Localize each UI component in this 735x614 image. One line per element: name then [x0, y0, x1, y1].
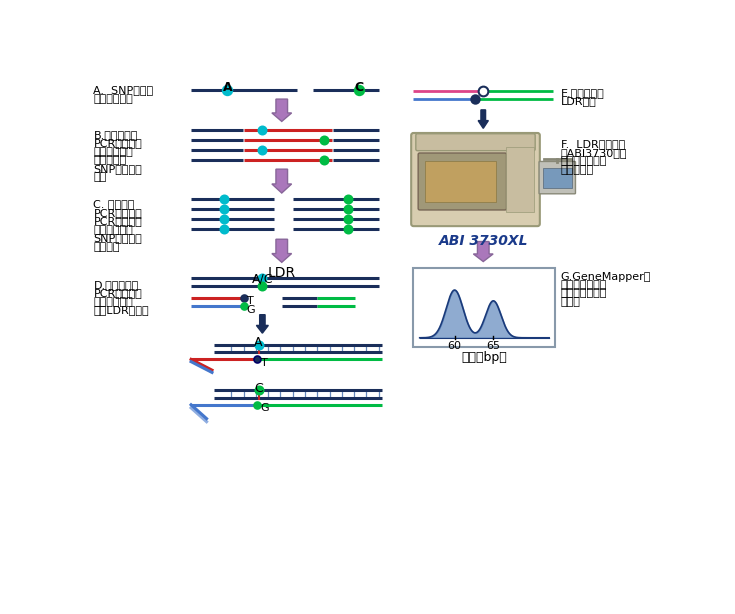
Text: C: C	[254, 382, 263, 395]
Text: 在ABI3730基因: 在ABI3730基因	[561, 147, 627, 158]
Text: LDR: LDR	[268, 266, 295, 280]
Text: G: G	[247, 305, 256, 315]
Text: F.  LDR反应产物: F. LDR反应产物	[561, 139, 625, 149]
Text: 60: 60	[448, 341, 462, 351]
Text: G: G	[261, 403, 270, 413]
Bar	[414, 268, 556, 347]
Text: E.长度不同的: E.长度不同的	[561, 88, 604, 98]
Text: A.  SNP位点的: A. SNP位点的	[93, 85, 154, 95]
FancyArrow shape	[272, 169, 292, 193]
FancyArrow shape	[473, 241, 493, 262]
FancyBboxPatch shape	[411, 133, 539, 226]
FancyArrow shape	[272, 99, 292, 122]
Text: 数，根据片段大: 数，根据片段大	[561, 280, 607, 290]
Text: 特异性扩增: 特异性扩增	[93, 155, 126, 165]
FancyBboxPatch shape	[416, 134, 535, 150]
Text: A: A	[254, 336, 262, 349]
Text: T: T	[261, 358, 268, 368]
Text: B.多重长片段: B.多重长片段	[93, 130, 137, 140]
FancyBboxPatch shape	[539, 161, 576, 194]
Text: 基因。: 基因。	[561, 297, 581, 307]
Text: ABI 3730XL: ABI 3730XL	[439, 234, 528, 248]
Text: D.以多重巢式: D.以多重巢式	[93, 280, 139, 290]
Text: 多重LDR反应。: 多重LDR反应。	[93, 305, 149, 316]
Bar	[506, 147, 534, 212]
Text: A/C: A/C	[251, 273, 273, 286]
Text: 长度（bp）: 长度（bp）	[461, 351, 507, 364]
Text: PCR产物为模: PCR产物为模	[93, 216, 142, 226]
FancyBboxPatch shape	[418, 153, 506, 210]
Text: 为模板，进行: 为模板，进行	[93, 297, 133, 307]
Text: 65: 65	[487, 341, 501, 351]
Text: 源区段，实现: 源区段，实现	[93, 147, 133, 157]
Text: PCR扩增产物: PCR扩增产物	[93, 289, 142, 298]
FancyArrow shape	[478, 110, 488, 128]
Text: C: C	[355, 80, 364, 93]
Text: SNP位点侧翼: SNP位点侧翼	[93, 164, 142, 174]
Text: PCR跨越高同: PCR跨越高同	[93, 138, 142, 149]
Text: G.GeneMapper读: G.GeneMapper读	[561, 271, 651, 282]
Text: T: T	[247, 296, 254, 306]
Text: 两个等位基因: 两个等位基因	[93, 94, 133, 104]
Text: 序列: 序列	[93, 173, 107, 182]
Text: A: A	[223, 80, 232, 93]
Text: 段序列。: 段序列。	[93, 241, 120, 252]
Text: 测序仪上进行毛: 测序仪上进行毛	[561, 156, 607, 166]
Text: SNP侧翼小片: SNP侧翼小片	[93, 233, 142, 243]
FancyArrow shape	[257, 315, 268, 333]
Text: LDR产物: LDR产物	[561, 96, 597, 106]
Text: C. 多重巢式: C. 多重巢式	[93, 199, 135, 209]
FancyArrow shape	[272, 239, 292, 262]
Text: PCR以上一步: PCR以上一步	[93, 208, 142, 217]
Text: 小区分不同等位: 小区分不同等位	[561, 289, 607, 298]
Text: 板特异性扩增: 板特异性扩增	[93, 225, 133, 235]
Bar	[543, 168, 572, 188]
Text: 细管电泳。: 细管电泳。	[561, 165, 594, 174]
Bar	[425, 161, 496, 202]
